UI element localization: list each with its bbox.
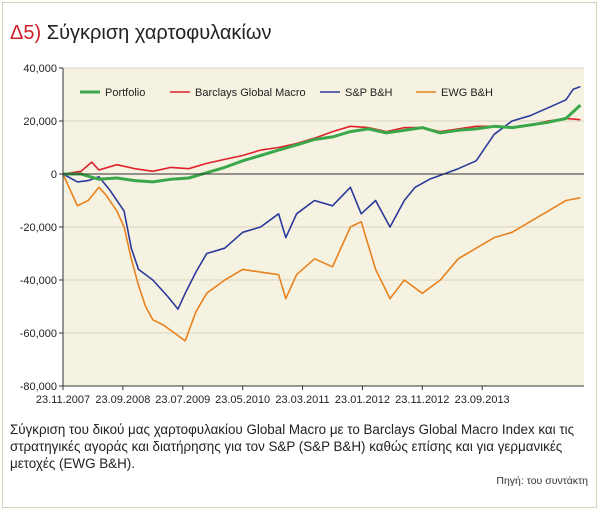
legend-label: EWG B&H (441, 87, 493, 99)
y-tick-label: -20,000 (20, 222, 57, 234)
line-chart: 40,000 20,000 0 -20,000 -40,000 -60,000 -80,00… (20, 63, 584, 406)
y-tick-label: 0 (51, 169, 57, 181)
gridlines (63, 67, 584, 334)
legend-label: Portfolio (105, 87, 145, 99)
figure-caption: Σύγκριση του δικού μας χαρτοφυλακίου Glo… (10, 422, 575, 471)
series-line-ewg-b-h (62, 173, 581, 342)
figure-title-text: Σύγκριση χαρτοφυλακίων (46, 22, 272, 44)
legend-label: Barclays Global Macro (195, 87, 306, 99)
series-line-s-p-b-h (62, 85, 581, 310)
x-tick-label: 23.09.2008 (95, 394, 150, 406)
figure-source: Πηγή: του συντάκτη (496, 475, 588, 487)
legend-label: S&P B&H (345, 87, 393, 99)
y-tick-label: 40,000 (23, 63, 57, 75)
series-line-portfolio (63, 103, 582, 184)
y-tick-label: -60,000 (20, 328, 57, 340)
x-tick-label: 23.11.2012 (395, 394, 449, 406)
figure-title: Δ5) Σύγκριση χαρτοφυλακίων (10, 22, 271, 45)
y-tick-label: -40,000 (20, 275, 57, 287)
y-axis-ticks: 40,000 20,000 0 -20,000 -40,000 -60,000 -80,00… (20, 63, 63, 393)
x-axis-ticks: 23.11.2007 23.09.2008 23.07.2009 23.05.2010… (36, 386, 510, 406)
x-tick-label: 23.07.2009 (155, 394, 210, 406)
y-tick-label: 20,000 (23, 116, 57, 128)
x-tick-label: 23.09.2013 (455, 394, 510, 406)
x-tick-label: 23.05.2010 (215, 394, 270, 406)
x-tick-label: 23.01.2012 (335, 394, 390, 406)
figure-number: Δ5) (10, 22, 42, 44)
y-tick-label: -80,000 (20, 381, 57, 393)
x-tick-label: 23.11.2007 (36, 394, 90, 406)
series-group (62, 85, 582, 342)
x-tick-label: 23.03.2011 (275, 394, 329, 406)
legend: Portfolio Barclays Global Macro S&P B&H EWG… (80, 87, 493, 99)
